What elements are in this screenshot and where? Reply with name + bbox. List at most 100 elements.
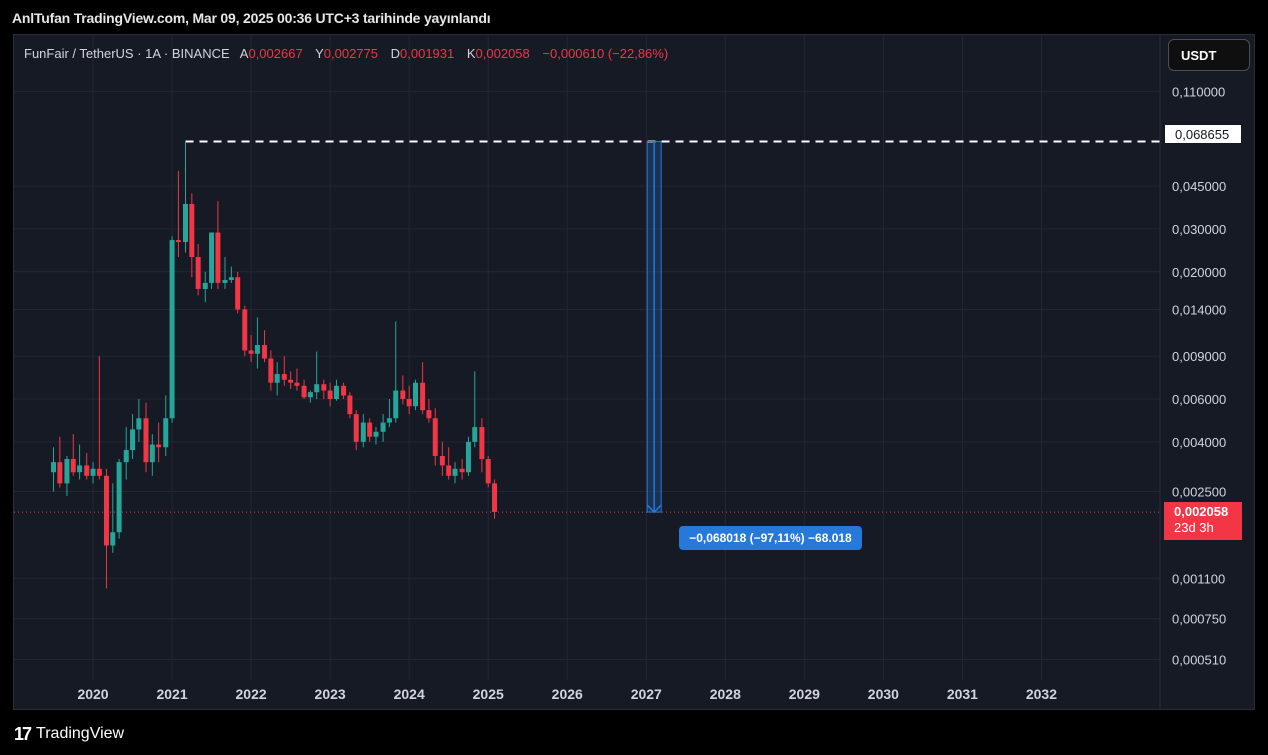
candle-body [294,382,300,386]
candle-body [228,277,234,281]
candle-body [202,282,208,289]
candle-body [163,418,169,448]
y-tick-label: 0,004000 [1172,435,1226,450]
candle-body [386,418,392,423]
publish-caption: AnlTufan TradingView.com, Mar 09, 2025 0… [12,10,491,26]
candle-body [215,232,221,283]
candle-body [57,462,63,484]
candle-body [116,462,122,533]
candle-body [96,468,102,476]
close-label: K [466,46,476,61]
candle-body [248,350,254,354]
y-tick-label: 0,110000 [1172,85,1225,100]
candle-body [281,374,287,380]
candle-body [149,444,155,463]
candle-body [492,483,498,512]
candle-body [412,382,418,407]
candle-body [314,384,320,393]
x-tick-label: 2031 [947,686,978,702]
tradingview-logo[interactable]: 17 TradingView [14,724,124,744]
candle-body [183,203,189,243]
candle-body [123,450,129,463]
candle-body [321,384,327,391]
measure-arrow-head [646,504,662,514]
x-tick-label: 2027 [631,686,662,702]
x-tick-label: 2026 [552,686,583,702]
candle-body [327,390,333,400]
candle-body [301,385,307,398]
candle-body [465,441,471,473]
x-tick-label: 2029 [789,686,820,702]
ath-price-tag: 0,068655 [1164,124,1242,144]
high-label: Y [315,46,324,61]
candle-body [262,345,268,359]
candle-body [347,395,353,415]
candle-body [169,240,175,419]
x-tick-label: 2024 [394,686,425,702]
candle-body [400,390,406,400]
currency-button[interactable]: USDT [1168,39,1250,71]
x-tick-label: 2020 [77,686,108,702]
candle-body [90,468,96,476]
candle-body [136,418,142,430]
candle-body [156,444,162,448]
candle-body [189,203,195,258]
open-label: A [239,46,249,61]
candle-body [51,462,57,473]
bar-countdown: 23d 3h [1174,520,1214,535]
symbol-legend: FunFair / TetherUS · 1A · BINANCE A0,002… [24,46,668,61]
open-value: 0,002667 [248,46,303,61]
y-tick-label: 0,030000 [1172,222,1226,237]
candle-body [360,422,366,442]
chart-pane[interactable] [13,34,1255,710]
candle-body [254,345,260,354]
candle-body [288,379,294,383]
high-value: 0,002775 [323,46,378,61]
candle-body [84,465,90,476]
candle-body [143,418,149,463]
x-tick-label: 2021 [156,686,187,702]
candle-body [222,280,228,283]
x-tick-label: 2030 [868,686,899,702]
current-price-tag: 0,002058 23d 3h [1164,502,1242,540]
symbol-title[interactable]: FunFair / TetherUS · 1A · BINANCE [24,46,230,61]
candle-body [307,392,313,398]
low-label: D [390,46,401,61]
y-tick-label: 0,009000 [1172,349,1226,364]
x-tick-label: 2032 [1026,686,1057,702]
x-tick-label: 2028 [710,686,741,702]
y-tick-label: 0,020000 [1172,265,1226,280]
candle-body [130,429,136,451]
change-value: −0,000610 (−22,86%) [542,46,669,61]
candle-body [110,532,116,546]
candle-body [452,468,458,476]
x-tick-label: 2023 [315,686,346,702]
candle-body [242,309,248,351]
candle-body [380,422,386,432]
candle-body [70,459,76,473]
candle-body [175,240,181,243]
candle-body [209,232,215,283]
y-tick-label: 0,014000 [1172,302,1226,317]
candle-body [274,374,280,383]
candle-body [367,422,373,437]
tradingview-brand: TradingView [36,725,125,742]
x-tick-label: 2025 [473,686,504,702]
candle-body [479,427,485,460]
candle-body [353,414,359,442]
measure-label[interactable]: −0,068018 (−97,11%) −68.018 [679,526,862,550]
candle-body [195,257,201,289]
y-tick-label: 0,002500 [1172,485,1226,500]
candle-body [373,431,379,437]
y-tick-label: 0,006000 [1172,392,1226,407]
candle-body [426,410,432,419]
y-tick-label: 0,001100 [1172,571,1225,586]
candle-body [446,465,452,476]
candle-body [235,277,241,310]
current-price-value: 0,002058 [1174,504,1229,519]
candle-body [485,459,491,484]
candle-body [333,385,339,400]
candle-body [439,455,445,466]
candle-body [393,390,399,419]
